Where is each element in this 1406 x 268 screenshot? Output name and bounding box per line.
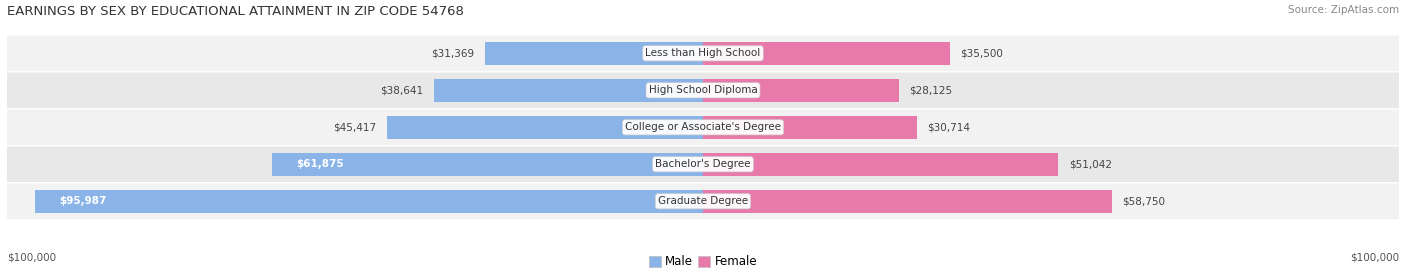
Text: $58,750: $58,750 (1122, 196, 1166, 206)
Bar (703, 116, 917, 139)
Text: $28,125: $28,125 (910, 85, 952, 95)
Text: Less than High School: Less than High School (645, 48, 761, 58)
Legend: Male, Female: Male, Female (644, 251, 762, 268)
Bar (703, 79, 898, 102)
Text: Bachelor's Degree: Bachelor's Degree (655, 159, 751, 169)
Text: $30,714: $30,714 (927, 122, 970, 132)
Text: Source: ZipAtlas.com: Source: ZipAtlas.com (1288, 5, 1399, 15)
FancyBboxPatch shape (7, 36, 1399, 71)
Bar (703, 42, 950, 65)
Text: Graduate Degree: Graduate Degree (658, 196, 748, 206)
Bar (387, 116, 703, 139)
Text: $31,369: $31,369 (432, 48, 474, 58)
Text: $38,641: $38,641 (381, 85, 423, 95)
Text: $61,875: $61,875 (297, 159, 344, 169)
Text: EARNINGS BY SEX BY EDUCATIONAL ATTAINMENT IN ZIP CODE 54768: EARNINGS BY SEX BY EDUCATIONAL ATTAINMEN… (7, 5, 464, 18)
Text: High School Diploma: High School Diploma (648, 85, 758, 95)
FancyBboxPatch shape (7, 147, 1399, 182)
Text: $100,000: $100,000 (1350, 253, 1399, 263)
Text: College or Associate's Degree: College or Associate's Degree (626, 122, 780, 132)
Bar (35, 190, 703, 213)
Text: $100,000: $100,000 (7, 253, 56, 263)
Text: $51,042: $51,042 (1069, 159, 1112, 169)
FancyBboxPatch shape (7, 73, 1399, 108)
Text: $95,987: $95,987 (59, 196, 107, 206)
FancyBboxPatch shape (7, 184, 1399, 219)
Bar (703, 190, 1112, 213)
Bar (703, 153, 1059, 176)
Bar (273, 153, 703, 176)
FancyBboxPatch shape (7, 110, 1399, 145)
Text: $45,417: $45,417 (333, 122, 377, 132)
Bar (434, 79, 703, 102)
Text: $35,500: $35,500 (960, 48, 1004, 58)
Bar (485, 42, 703, 65)
